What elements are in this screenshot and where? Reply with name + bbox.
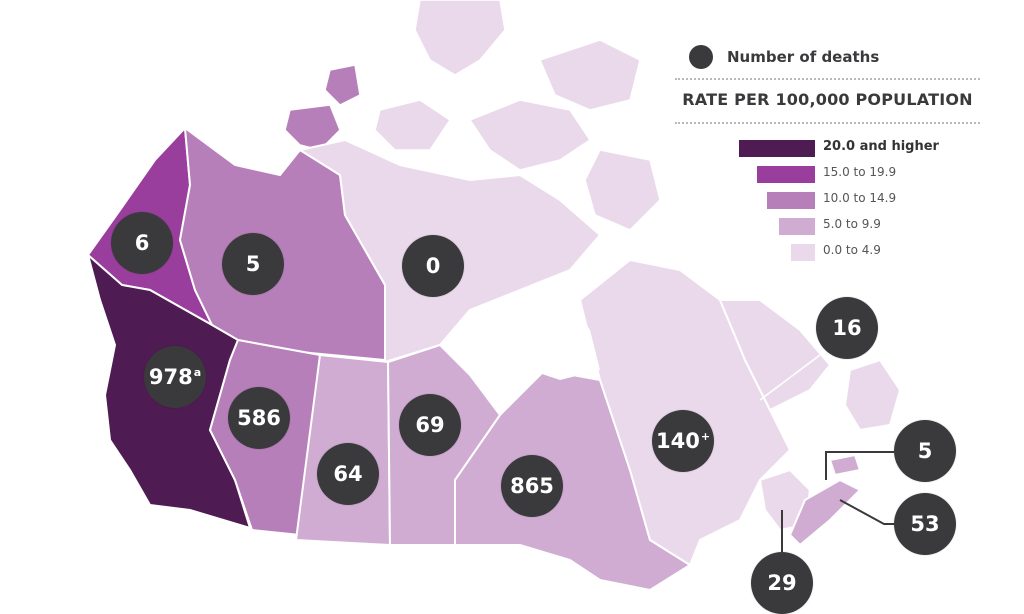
deaths-bubble-bc: 978 a bbox=[144, 346, 206, 408]
deaths-bubble-nwt: 5 bbox=[222, 233, 284, 295]
legend-swatch bbox=[767, 192, 815, 209]
deaths-value: 69 bbox=[415, 413, 445, 437]
deaths-bubble-quebec: 140 + bbox=[652, 410, 714, 472]
legend-scale-row: 15.0 to 19.9 bbox=[675, 162, 980, 188]
deaths-bubble-manitoba: 69 bbox=[399, 394, 461, 456]
deaths-value: 29 bbox=[767, 571, 797, 595]
legend-deaths-key: Number of deaths bbox=[675, 38, 980, 76]
legend-rate-title: RATE PER 100,000 POPULATION bbox=[682, 90, 973, 109]
legend-divider bbox=[675, 122, 980, 124]
region-labrador bbox=[718, 299, 832, 412]
deaths-value: 865 bbox=[510, 474, 554, 498]
legend-scale-label: 10.0 to 14.9 bbox=[823, 191, 897, 205]
region-arctic-islands-west bbox=[284, 64, 361, 151]
deaths-bubble-yukon: 6 bbox=[111, 212, 173, 274]
legend-swatch bbox=[757, 166, 815, 183]
legend-scale-row: 20.0 and higher bbox=[675, 136, 980, 162]
legend-scale-label: 5.0 to 9.9 bbox=[823, 217, 881, 231]
deaths-value: 6 bbox=[134, 231, 150, 255]
legend-swatch bbox=[791, 244, 815, 261]
deaths-value: 5 bbox=[917, 439, 933, 463]
footnote-marker: + bbox=[700, 429, 711, 443]
leader-line-nl bbox=[759, 354, 821, 401]
legend-scale-row: 5.0 to 9.9 bbox=[675, 214, 980, 240]
legend-swatch bbox=[779, 218, 815, 235]
region-pei bbox=[828, 453, 862, 477]
deaths-bubble-pei: 5 bbox=[894, 420, 956, 482]
deaths-bubble-ns: 53 bbox=[894, 493, 956, 555]
deaths-bubble-nunavut: 0 bbox=[402, 235, 464, 297]
deaths-bubble-ontario: 865 bbox=[501, 455, 563, 517]
deaths-value: 53 bbox=[910, 512, 940, 536]
leader-line-pei bbox=[825, 451, 894, 480]
map-stage: 6 5 0 978 a 586 64 69 865 140 + 16 5 53 29… bbox=[86, 0, 980, 614]
deaths-value: 586 bbox=[237, 406, 281, 430]
hudson-bay bbox=[470, 300, 600, 400]
legend-scale-label: 20.0 and higher bbox=[823, 139, 939, 154]
region-nova-scotia bbox=[788, 478, 862, 547]
legend-scale-row: 0.0 to 4.9 bbox=[675, 240, 980, 266]
region-newfoundland bbox=[843, 358, 902, 432]
deaths-value: 16 bbox=[832, 316, 862, 340]
legend-scale-label: 0.0 to 4.9 bbox=[823, 243, 881, 257]
legend-deaths-label: Number of deaths bbox=[727, 48, 880, 66]
deaths-bubble-alberta: 586 bbox=[228, 387, 290, 449]
deaths-value: 5 bbox=[245, 252, 261, 276]
deaths-value: 140 bbox=[655, 429, 700, 453]
footnote-marker: a bbox=[193, 365, 202, 379]
deaths-dot-icon bbox=[689, 45, 713, 69]
legend-swatch bbox=[739, 140, 815, 157]
deaths-bubble-saskatchewan: 64 bbox=[317, 443, 379, 505]
deaths-value: 978 bbox=[148, 365, 193, 389]
legend: Number of deaths RATE PER 100,000 POPULA… bbox=[675, 38, 980, 266]
legend-scale-label: 15.0 to 19.9 bbox=[823, 165, 897, 179]
region-arctic-islands bbox=[374, 0, 661, 231]
deaths-value: 0 bbox=[425, 254, 441, 278]
legend-divider bbox=[675, 78, 980, 80]
deaths-bubble-nb: 29 bbox=[751, 552, 813, 614]
legend-scale-row: 10.0 to 14.9 bbox=[675, 188, 980, 214]
deaths-value: 64 bbox=[333, 462, 363, 486]
deaths-bubble-nl: 16 bbox=[816, 297, 878, 359]
leader-line-ns bbox=[839, 499, 894, 525]
